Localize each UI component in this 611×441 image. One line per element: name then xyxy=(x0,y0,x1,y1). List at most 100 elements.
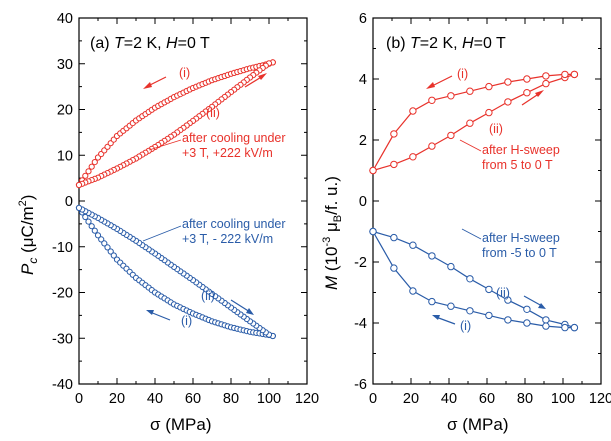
data-point-blue xyxy=(75,204,83,211)
data-point-blue xyxy=(504,316,512,324)
y-tick-label: 4 xyxy=(359,72,367,88)
data-point-red xyxy=(466,119,474,127)
y-tick-label: -40 xyxy=(52,377,73,393)
data-point-red xyxy=(485,82,493,91)
x-tick-label: 120 xyxy=(589,391,611,407)
data-point-blue xyxy=(409,287,417,295)
data-point-red xyxy=(428,96,436,105)
data-point-blue xyxy=(466,275,474,283)
data-point-blue xyxy=(523,319,531,327)
y-tick-label: 2 xyxy=(359,133,367,149)
data-point-blue xyxy=(561,323,569,332)
data-point-red xyxy=(523,75,531,83)
x-tick-label: 100 xyxy=(257,391,281,407)
data-point-blue xyxy=(447,262,455,271)
y-tick-label: 30 xyxy=(57,57,73,73)
x-tick-label: 40 xyxy=(441,391,457,407)
y-tick-label: 10 xyxy=(57,148,73,164)
panel-b: 0 20 40 60 80 100 120 -6 -4 -2 0 2 4 6 (b) T=2 K, H=0… xyxy=(321,11,611,434)
data-point-blue xyxy=(88,223,95,230)
anno-b-blue-ii: (ii) xyxy=(496,286,510,300)
panel-a-xlabel: σ (MPa) xyxy=(150,415,212,434)
y-tick-label: 40 xyxy=(57,11,73,27)
data-point-blue xyxy=(110,252,117,259)
data-point-red xyxy=(85,168,92,175)
data-point-blue xyxy=(390,233,398,242)
panel-a-arrows xyxy=(142,73,267,321)
anno-b-red-line1: after H-sweep xyxy=(482,143,560,157)
data-point-blue xyxy=(542,322,550,330)
data-point-blue xyxy=(94,232,102,239)
data-point-red xyxy=(91,159,98,166)
data-point-red xyxy=(504,78,512,86)
panel-b-title: (b) T=2 K, H=0 T xyxy=(386,35,506,52)
data-point-blue xyxy=(390,264,398,272)
anno-b-red-i: (i) xyxy=(457,67,468,81)
panel-a: 0 20 40 60 80 100 120 -40 -30 -20 -10 0 10 20 30 40 (a)… xyxy=(17,11,319,434)
anno-b-red-ii: (ii) xyxy=(489,122,503,136)
data-point-blue xyxy=(428,297,436,306)
y-tick-label: 6 xyxy=(359,11,367,27)
panel-b-xlabel: σ (MPa) xyxy=(447,415,509,434)
data-point-blue xyxy=(369,227,377,236)
y-tick-label: -10 xyxy=(52,240,73,256)
data-point-blue xyxy=(570,323,579,332)
data-point-red xyxy=(561,70,569,79)
y-tick-label: -4 xyxy=(354,316,367,332)
data-point-red xyxy=(409,153,417,161)
data-point-red xyxy=(447,92,455,100)
x-tick-label: 120 xyxy=(295,391,319,407)
anno-a-red-line2: +3 T, +222 kV/m xyxy=(182,146,273,160)
anno-a-blue-i: (i) xyxy=(181,314,192,328)
anno-b-red-line2: from 5 to 0 T xyxy=(482,158,553,172)
data-point-red xyxy=(523,89,531,97)
panel-a-title: (a) T=2 K, H=0 T xyxy=(90,35,210,52)
x-tick-label: 80 xyxy=(517,391,533,407)
data-point-red xyxy=(75,181,83,189)
x-tick-label: 40 xyxy=(147,391,163,407)
y-tick-label: -30 xyxy=(52,331,73,347)
data-point-red xyxy=(82,172,89,179)
anno-a-blue-line1: after cooling under xyxy=(182,217,286,231)
anno-b-blue-line2: from -5 to 0 T xyxy=(482,246,557,260)
data-point-red xyxy=(409,107,417,115)
data-point-red xyxy=(466,87,474,95)
data-point-red xyxy=(542,79,550,88)
anno-a-blue-ii: (ii) xyxy=(201,289,215,303)
data-point-red xyxy=(542,72,550,80)
data-point-red xyxy=(485,108,493,117)
data-point-red xyxy=(369,166,377,175)
data-point-blue xyxy=(85,218,92,225)
y-tick-label: 0 xyxy=(359,194,367,210)
data-point-blue xyxy=(409,241,417,249)
data-point-red xyxy=(570,70,579,79)
y-tick-label: 0 xyxy=(65,194,73,210)
anno-a-red-ii: (ii) xyxy=(206,106,220,120)
panel-b-ticks: 0 20 40 60 80 100 120 -6 -4 -2 0 2 4 6 xyxy=(354,11,611,407)
data-point-blue xyxy=(466,307,474,315)
x-tick-label: 60 xyxy=(479,391,495,407)
y-tick-label: 20 xyxy=(57,103,73,119)
panel-b-data xyxy=(369,70,579,332)
data-point-blue xyxy=(101,240,108,247)
x-tick-label: 20 xyxy=(109,391,125,407)
data-point-red xyxy=(447,131,455,140)
x-tick-label: 20 xyxy=(403,391,419,407)
x-tick-label: 100 xyxy=(551,391,575,407)
y-tick-label: -6 xyxy=(354,377,367,393)
data-point-blue xyxy=(107,248,114,255)
anno-b-blue-i: (i) xyxy=(460,319,471,333)
data-point-red xyxy=(428,142,436,150)
data-point-red xyxy=(390,160,398,169)
panel-a-ylabel: Pc (μC/m2) xyxy=(17,195,40,275)
y-tick-label: -2 xyxy=(354,255,367,271)
y-tick-label: -20 xyxy=(52,286,73,302)
anno-a-red-line1: after cooling under xyxy=(182,131,286,145)
x-tick-label: 80 xyxy=(223,391,239,407)
x-tick-label: 0 xyxy=(369,391,377,407)
data-point-blue xyxy=(523,305,531,313)
data-point-blue xyxy=(504,296,512,304)
data-point-red xyxy=(390,130,398,138)
data-point-blue xyxy=(542,316,550,324)
x-tick-label: 60 xyxy=(185,391,201,407)
